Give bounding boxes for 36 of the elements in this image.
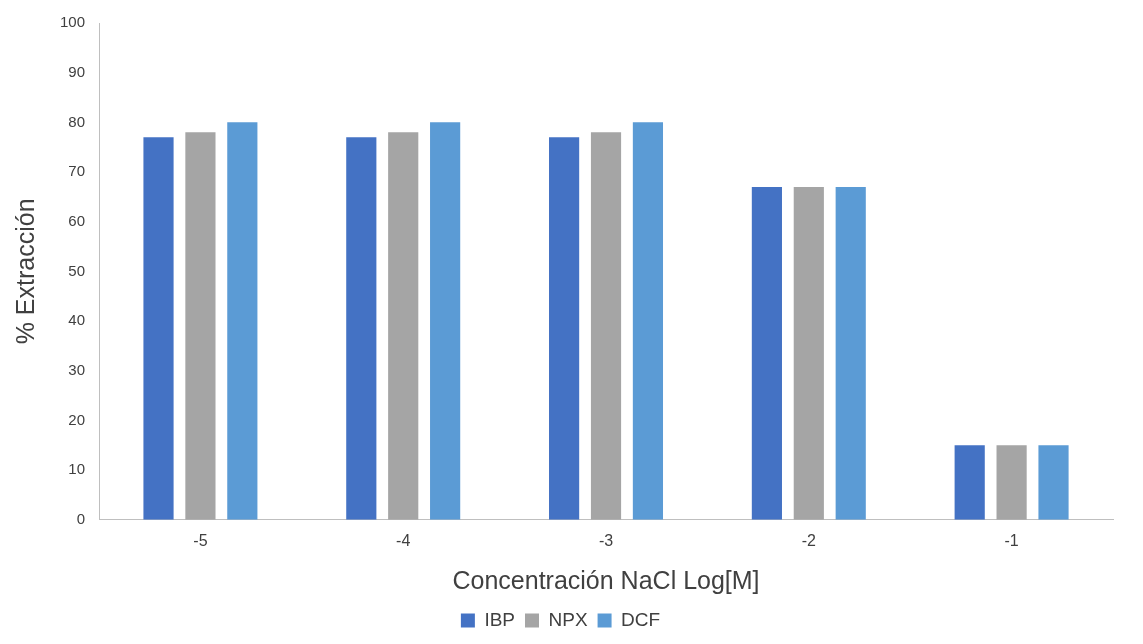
y-tick-label: 50 bbox=[68, 261, 86, 279]
y-tick-label: 10 bbox=[68, 460, 86, 478]
legend-label: DCF bbox=[621, 608, 661, 630]
bar bbox=[793, 186, 824, 520]
bar bbox=[430, 122, 461, 520]
bar bbox=[835, 186, 866, 520]
x-axis-title: Concentración NaCl Log[M] bbox=[452, 565, 760, 594]
bar bbox=[185, 132, 216, 520]
x-tick-label: -1 bbox=[1004, 531, 1019, 549]
y-tick-label: 70 bbox=[68, 162, 86, 180]
bar bbox=[996, 445, 1027, 520]
x-tick-label: -3 bbox=[598, 531, 614, 549]
bar bbox=[954, 445, 985, 520]
y-tick-label: 80 bbox=[68, 112, 86, 130]
x-tick-label: -2 bbox=[801, 531, 817, 549]
bar bbox=[1038, 445, 1069, 520]
x-tick-label: -4 bbox=[396, 531, 411, 549]
y-tick-label: 0 bbox=[76, 509, 86, 527]
bar bbox=[590, 132, 622, 520]
y-tick-label: 90 bbox=[68, 62, 86, 80]
bar bbox=[549, 137, 580, 520]
y-tick-label: 100 bbox=[60, 13, 86, 31]
bar bbox=[751, 186, 782, 520]
y-axis-title: % Extracción bbox=[10, 198, 39, 345]
y-tick-label: 30 bbox=[68, 360, 86, 378]
legend-label: IBP bbox=[484, 608, 516, 630]
y-tick-label: 60 bbox=[68, 211, 86, 229]
bar bbox=[388, 132, 419, 520]
bar bbox=[632, 122, 664, 520]
bar bbox=[143, 137, 174, 520]
x-tick-label: -5 bbox=[193, 531, 208, 549]
y-tick-label: 20 bbox=[68, 410, 86, 428]
legend-label: NPX bbox=[548, 608, 588, 630]
bar bbox=[227, 122, 258, 520]
bar bbox=[346, 137, 377, 520]
y-tick-label: 40 bbox=[68, 311, 86, 329]
